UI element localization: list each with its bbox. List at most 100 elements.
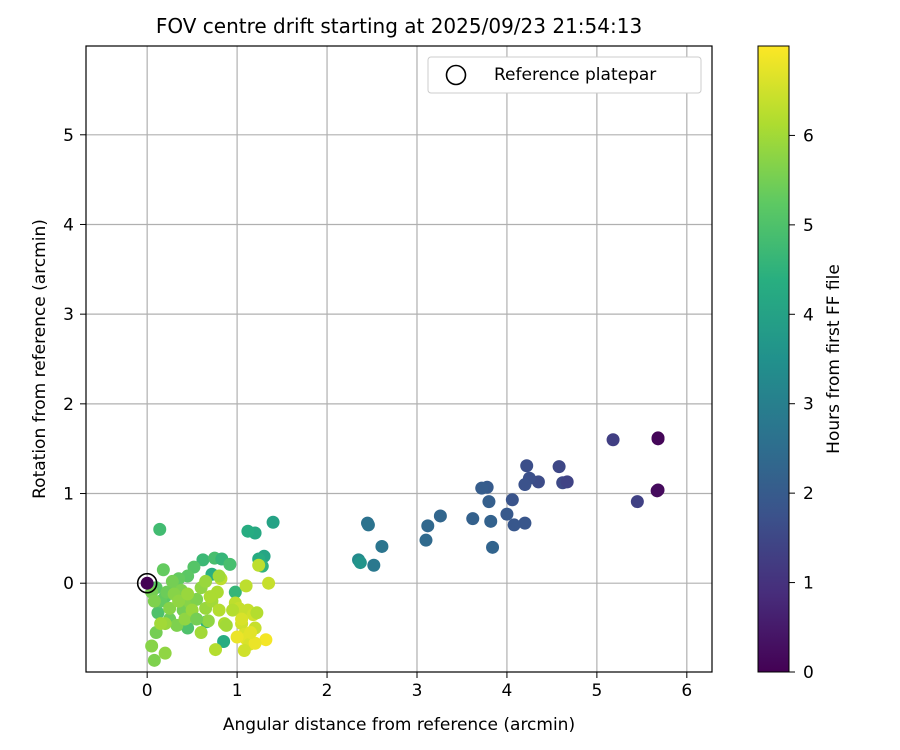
scatter-point [250, 606, 264, 620]
y-tick-label: 1 [63, 485, 74, 505]
x-tick-label: 6 [681, 681, 692, 701]
scatter-point [518, 516, 532, 530]
scatter-point [196, 553, 210, 567]
scatter-point [241, 524, 255, 538]
scatter-point [500, 507, 514, 521]
scatter-point [172, 594, 186, 608]
scatter-point [190, 612, 204, 626]
legend: Reference platepar [427, 56, 702, 94]
colorbar-tick-label: 0 [803, 663, 814, 683]
y-tick-label: 5 [63, 126, 74, 146]
scatter-point [165, 574, 179, 588]
scatter-point [158, 646, 172, 660]
plot-frame [85, 45, 713, 673]
scatter-point [181, 587, 195, 601]
grid-lines [86, 46, 712, 672]
scatter-point [252, 558, 266, 572]
colorbar: 0 1 2 3 4 5 6 Hours from first FF file [757, 45, 844, 683]
reference-point-marker [136, 572, 158, 594]
scatter-point [419, 533, 433, 547]
scatter-point [223, 557, 237, 571]
scatter-point [482, 495, 496, 509]
scatter-point [375, 539, 389, 553]
colorbar-tick-label: 5 [803, 216, 814, 236]
scatter-point [507, 518, 521, 532]
colorbar-tick-label: 4 [803, 305, 814, 325]
reference-point-ring [136, 572, 158, 594]
x-axis-ticks: 0 1 2 3 4 5 6 [142, 672, 692, 701]
y-tick-label: 2 [63, 395, 74, 415]
colorbar-ticks: 0 1 2 3 4 5 6 [789, 126, 814, 683]
scatter-point [651, 432, 665, 446]
scatter-point [552, 460, 566, 474]
legend-label: Reference platepar [494, 65, 656, 85]
scatter-point [237, 643, 251, 657]
scatter-point [262, 576, 276, 590]
scatter-point [484, 514, 498, 528]
x-tick-label: 5 [591, 681, 602, 701]
scatter-point [560, 475, 574, 489]
x-tick-label: 2 [322, 681, 333, 701]
scatter-point [505, 493, 519, 507]
scatter-point [466, 512, 480, 526]
scatter-point [518, 478, 532, 492]
data-points [145, 431, 665, 667]
scatter-point [178, 612, 192, 626]
colorbar-tick-label: 1 [803, 574, 814, 594]
colorbar-gradient [757, 45, 790, 673]
x-tick-label: 0 [142, 681, 153, 701]
chart-title: FOV centre drift starting at 2025/09/23 … [156, 14, 642, 38]
scatter-point [201, 614, 215, 628]
scatter-point [230, 630, 244, 644]
scatter-point [154, 617, 168, 631]
scatter-point [226, 603, 240, 617]
scatter-point [259, 633, 273, 647]
scatter-point [630, 495, 644, 509]
x-tick-label: 1 [232, 681, 243, 701]
x-axis-label: Angular distance from reference (arcmin) [223, 715, 575, 735]
scatter-point [212, 603, 226, 617]
colorbar-tick-label: 6 [803, 126, 814, 146]
reference-point-fill [140, 576, 154, 590]
scatter-point [163, 601, 177, 615]
x-tick-label: 3 [412, 681, 423, 701]
scatter-point [235, 612, 249, 626]
colorbar-label: Hours from first FF file [824, 264, 844, 454]
scatter-point [244, 626, 258, 640]
scatter-point [433, 509, 447, 523]
scatter-point [151, 606, 165, 620]
scatter-point [209, 643, 223, 657]
scatter-point [156, 563, 170, 577]
scatter-point [199, 574, 213, 588]
y-axis-label: Rotation from reference (arcmin) [30, 219, 50, 499]
legend-marker-icon [445, 64, 467, 86]
scatter-point [145, 639, 159, 653]
y-axis-ticks: 0 1 2 3 4 5 [63, 126, 86, 594]
scatter-point [147, 594, 161, 608]
scatter-point [219, 618, 233, 632]
scatter-point [486, 540, 500, 554]
scatter-point [353, 556, 367, 570]
y-tick-label: 0 [63, 574, 74, 594]
scatter-point [606, 433, 620, 447]
scatter-point [228, 585, 242, 599]
scatter-point [212, 569, 226, 583]
scatter-point [650, 484, 664, 498]
y-tick-label: 4 [63, 215, 74, 235]
x-tick-label: 4 [502, 681, 513, 701]
scatter-point [266, 515, 280, 529]
colorbar-tick-label: 2 [803, 484, 814, 504]
legend-box [427, 56, 702, 94]
scatter-point [153, 522, 167, 536]
scatter-point [194, 626, 208, 640]
scatter-point [520, 459, 534, 473]
scatter-point [361, 518, 375, 532]
scatter-point [367, 558, 381, 572]
scatter-point [248, 636, 262, 650]
scatter-point [147, 653, 161, 667]
scatter-point [217, 635, 231, 649]
scatter-point [239, 579, 253, 593]
scatter-point [475, 481, 489, 495]
colorbar-tick-label: 3 [803, 395, 814, 415]
